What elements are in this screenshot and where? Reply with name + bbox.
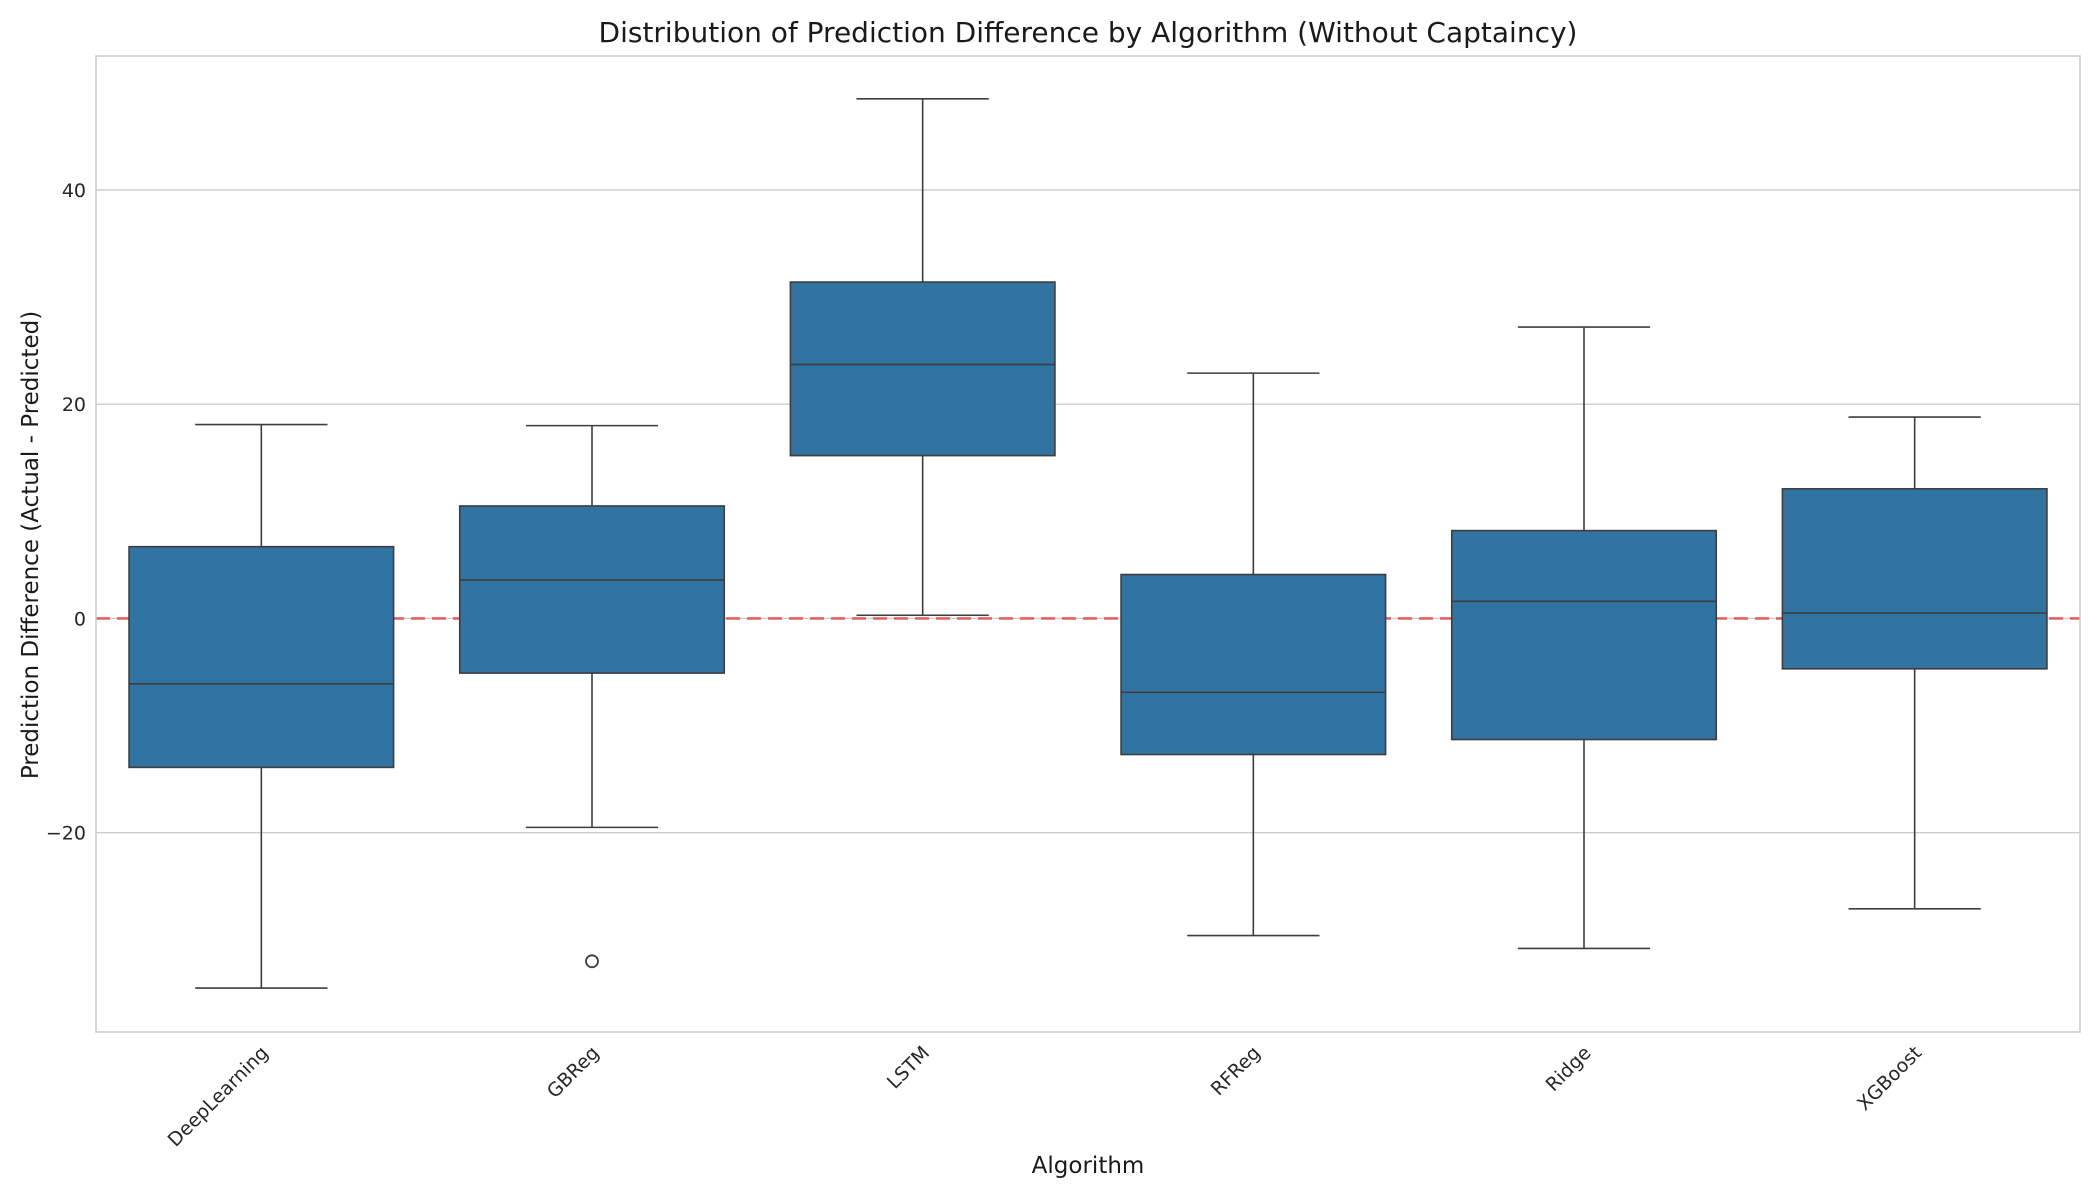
iqr-box: [128, 545, 395, 769]
box-xgboost: [1781, 416, 2048, 910]
y-tick-label: 40: [62, 180, 86, 202]
iqr-box: [1120, 573, 1387, 756]
x-axis-label: Algorithm: [1032, 1153, 1145, 1179]
box-gbreg: [458, 424, 726, 969]
y-axis-label: Prediction Difference (Actual - Predicte…: [18, 311, 44, 779]
iqr-box: [1781, 488, 2048, 670]
box-deeplearning: [128, 423, 395, 989]
y-tick-label: −20: [46, 823, 86, 845]
axes-frame: [95, 55, 2081, 1033]
box-ridge: [1450, 326, 1718, 950]
box-series: [128, 98, 2048, 989]
iqr-box: [1450, 529, 1718, 741]
box-rfreg: [1120, 372, 1387, 937]
plot-area-border: [95, 55, 2081, 1033]
y-tick-label: 0: [74, 608, 86, 630]
box-lstm: [789, 98, 1056, 617]
chart-title: Distribution of Prediction Difference by…: [599, 16, 1578, 49]
iqr-box: [458, 505, 726, 674]
outlier-point: [585, 954, 599, 969]
iqr-box: [789, 281, 1056, 457]
y-tick-label: 20: [62, 394, 86, 416]
